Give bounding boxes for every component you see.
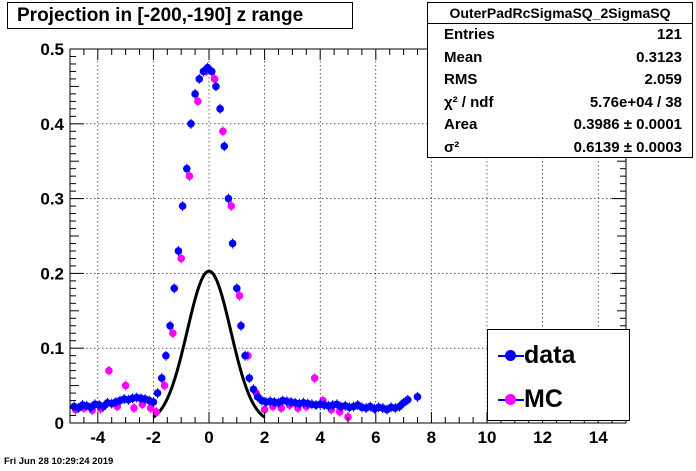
legend-item-mc: MC bbox=[488, 376, 629, 420]
y-tick-label: 0.5 bbox=[40, 40, 64, 59]
data-point bbox=[227, 202, 236, 210]
datestamp: Fri Jun 28 10:29:24 2019 bbox=[4, 456, 114, 467]
stats-row-chi2: χ² / ndf 5.76e+04 / 38 bbox=[428, 92, 692, 115]
data-point bbox=[233, 284, 241, 293]
stats-label: σ² bbox=[444, 138, 460, 156]
data-point bbox=[310, 374, 319, 382]
x-tick-label: 2 bbox=[260, 428, 269, 447]
x-tick-label: -4 bbox=[90, 428, 106, 447]
y-tick-label: 0 bbox=[55, 414, 64, 433]
data-point bbox=[216, 105, 224, 113]
data-point bbox=[235, 292, 244, 300]
stats-row-rms: RMS 2.059 bbox=[428, 69, 692, 92]
stats-histogram-name: OuterPadRcSigmaSQ_2SigmaSQ bbox=[428, 3, 692, 24]
y-tick-label: 0.3 bbox=[40, 190, 64, 209]
chart-title: Projection in [-200,-190] z range bbox=[7, 2, 353, 29]
stats-row-mean: Mean 0.3123 bbox=[428, 47, 692, 70]
data-point bbox=[413, 393, 422, 401]
data-point bbox=[149, 398, 158, 406]
stats-value: 5.76e+04 / 38 bbox=[589, 93, 682, 111]
stats-value: 0.3123 bbox=[636, 48, 682, 66]
data-point bbox=[177, 254, 185, 263]
series-data bbox=[70, 62, 422, 415]
data-point bbox=[174, 247, 183, 255]
x-tick-label: 6 bbox=[371, 428, 380, 447]
data-point bbox=[152, 407, 160, 416]
data-point bbox=[191, 90, 199, 98]
data-point bbox=[162, 351, 170, 360]
y-tick-label: 0.4 bbox=[40, 115, 64, 134]
x-tick-label: 10 bbox=[478, 428, 497, 447]
data-point bbox=[245, 374, 254, 382]
x-tick-label: 0 bbox=[204, 428, 213, 447]
legend-marker-icon bbox=[505, 394, 516, 405]
x-tick-label: 14 bbox=[589, 428, 608, 447]
data-point bbox=[153, 389, 162, 397]
stats-label: RMS bbox=[444, 71, 478, 88]
stats-label: Mean bbox=[444, 48, 483, 66]
data-point bbox=[195, 75, 204, 83]
stats-label: Area bbox=[444, 116, 478, 133]
data-point bbox=[160, 381, 169, 390]
data-point bbox=[185, 172, 194, 180]
stats-box: OuterPadRcSigmaSQ_2SigmaSQ Entries 121 M… bbox=[427, 2, 693, 158]
data-point bbox=[166, 321, 174, 330]
x-tick-label: 8 bbox=[427, 428, 436, 447]
data-point bbox=[169, 329, 177, 338]
legend: data MC bbox=[487, 329, 630, 421]
stats-label: χ² / ndf bbox=[444, 93, 494, 111]
fit-curve-layer bbox=[152, 269, 266, 419]
data-point bbox=[249, 385, 258, 394]
y-tick-label: 0.2 bbox=[40, 264, 64, 283]
data-point bbox=[212, 82, 220, 91]
stats-value: 0.6139 ± 0.0003 bbox=[573, 138, 682, 156]
data-point bbox=[170, 284, 179, 293]
stats-value: 0.3986 ± 0.0001 bbox=[573, 116, 682, 133]
stats-value: 121 bbox=[656, 26, 682, 43]
y-tick-label: 0.1 bbox=[40, 339, 64, 358]
stats-row-entries: Entries 121 bbox=[428, 24, 692, 47]
fit-curve bbox=[152, 269, 266, 419]
data-point bbox=[260, 405, 269, 414]
stats-row-sigma2: σ² 0.6139 ± 0.0003 bbox=[428, 137, 692, 160]
x-tick-label: 4 bbox=[315, 428, 325, 447]
data-point bbox=[187, 120, 195, 128]
data-point bbox=[228, 239, 237, 248]
data-point bbox=[194, 97, 202, 106]
x-tick-label: -2 bbox=[146, 428, 161, 447]
data-point bbox=[219, 127, 227, 136]
series-mc bbox=[71, 66, 352, 423]
data-points-layer bbox=[70, 62, 422, 423]
data-point bbox=[157, 374, 166, 382]
data-point bbox=[146, 404, 155, 412]
data-point bbox=[207, 67, 216, 76]
stats-label: Entries bbox=[444, 26, 495, 43]
data-point bbox=[403, 396, 412, 404]
legend-marker-icon bbox=[505, 350, 516, 361]
stats-value: 2.059 bbox=[644, 71, 682, 88]
data-point bbox=[121, 381, 130, 390]
legend-item-data: data bbox=[488, 332, 629, 376]
data-point bbox=[130, 404, 138, 412]
data-point bbox=[178, 202, 187, 210]
legend-label: data bbox=[524, 341, 576, 369]
data-point bbox=[241, 351, 249, 360]
axis-tick-labels: -4 -2 0 2 4 6 8 10 12 14 0 0.1 0.2 0.3 0.4 0.5 bbox=[40, 40, 608, 447]
data-point bbox=[224, 194, 233, 203]
data-point bbox=[220, 142, 229, 151]
stats-row-area: Area 0.3986 ± 0.0001 bbox=[428, 114, 692, 137]
data-point bbox=[182, 164, 191, 173]
legend-label: MC bbox=[524, 385, 563, 413]
data-point bbox=[237, 321, 245, 330]
data-point bbox=[105, 366, 113, 375]
data-point bbox=[210, 75, 219, 83]
x-tick-label: 12 bbox=[533, 428, 552, 447]
